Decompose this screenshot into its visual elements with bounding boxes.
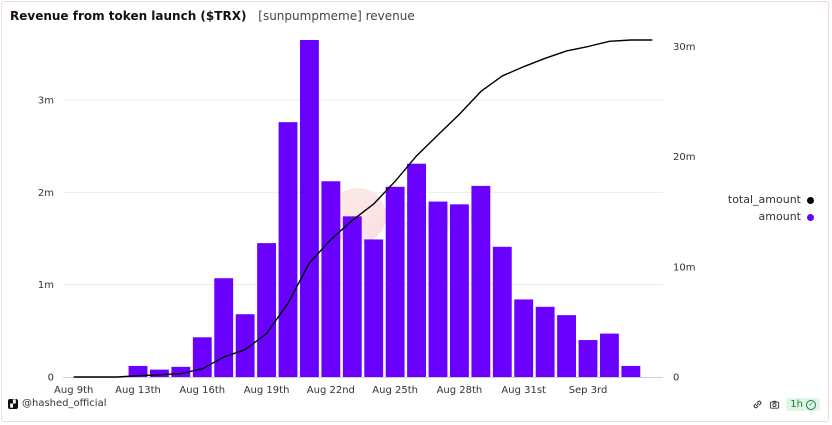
- legend-item-amount[interactable]: amount: [728, 208, 814, 225]
- bar-aug-29th: [492, 246, 512, 377]
- bar-aug-31st: [535, 306, 555, 377]
- chart-legend: total_amount amount: [728, 191, 814, 225]
- legend-label-total-amount: total_amount: [727, 193, 801, 206]
- bar-aug-18th: [257, 243, 276, 377]
- bar-aug-20th: [300, 40, 319, 377]
- bar-sep-4th: [621, 365, 641, 377]
- left-tick-label-1: 1m: [38, 280, 54, 291]
- bar-aug-27th: [450, 204, 469, 377]
- bar-aug-26th: [428, 201, 448, 377]
- bar-aug-30th: [514, 299, 534, 377]
- bar-aug-19th: [278, 122, 298, 377]
- bar-aug-13th: [150, 369, 169, 377]
- legend-label-amount: amount: [758, 210, 801, 223]
- refresh-label: 1h: [790, 399, 803, 410]
- legend-dot-total-amount: [807, 196, 814, 204]
- bar-aug-22nd: [342, 216, 362, 377]
- x-tick-label-1: Aug 13th: [115, 385, 161, 396]
- chart-footer: ▞ @hashed_official: [8, 398, 106, 409]
- x-tick-label-2: Aug 16th: [179, 385, 225, 396]
- dune-small-logo-icon: ▞: [8, 398, 18, 409]
- left-tick-label-3: 3m: [38, 96, 54, 107]
- bar-sep-3rd: [600, 333, 619, 377]
- x-tick-label-3: Aug 19th: [244, 385, 290, 396]
- x-tick-label-0: Aug 9th: [54, 385, 93, 396]
- right-tick-label-3: 30m: [673, 42, 695, 53]
- bar-aug-25th: [407, 163, 426, 377]
- x-tick-label-8: Sep 3rd: [569, 385, 608, 396]
- left-tick-label-2: 2m: [38, 188, 54, 199]
- refresh-badge[interactable]: 1h ✓: [786, 398, 820, 411]
- bar-aug-24th: [385, 186, 405, 377]
- chart-actions: 1h ✓: [752, 398, 820, 411]
- bar-aug-16th: [214, 278, 234, 377]
- right-tick-label-0: 0: [673, 373, 679, 384]
- left-tick-label-0: 0: [48, 373, 54, 384]
- right-tick-label-2: 20m: [673, 152, 695, 163]
- x-tick-label-4: Aug 22nd: [307, 385, 355, 396]
- chart-header: Revenue from token launch ($TRX) [sunpum…: [10, 9, 415, 23]
- right-tick-label-1: 10m: [673, 262, 695, 273]
- bar-aug-12th: [128, 365, 148, 377]
- link-icon[interactable]: [752, 399, 763, 410]
- camera-icon[interactable]: [769, 399, 780, 410]
- chart-title: Revenue from token launch ($TRX): [10, 9, 247, 23]
- bar-sep-2nd: [578, 340, 598, 377]
- check-circle-icon: ✓: [806, 399, 816, 410]
- bar-aug-14th: [171, 366, 191, 377]
- bar-sep-1st: [557, 315, 576, 377]
- legend-item-total-amount[interactable]: total_amount: [728, 191, 814, 208]
- bar-aug-28th: [471, 185, 491, 377]
- bar-aug-23rd: [364, 239, 384, 377]
- author-handle[interactable]: @hashed_official: [22, 398, 107, 409]
- bar-aug-15th: [192, 337, 212, 377]
- bar-aug-21st: [321, 181, 341, 377]
- total-amount-line: [73, 39, 653, 378]
- x-tick-label-6: Aug 28th: [437, 385, 483, 396]
- x-tick-label-5: Aug 25th: [372, 385, 418, 396]
- legend-dot-amount: [807, 213, 814, 221]
- x-tick-label-7: Aug 31st: [501, 385, 546, 396]
- bar-aug-17th: [235, 314, 255, 377]
- chart-subtitle: [sunpumpmeme] revenue: [258, 9, 415, 23]
